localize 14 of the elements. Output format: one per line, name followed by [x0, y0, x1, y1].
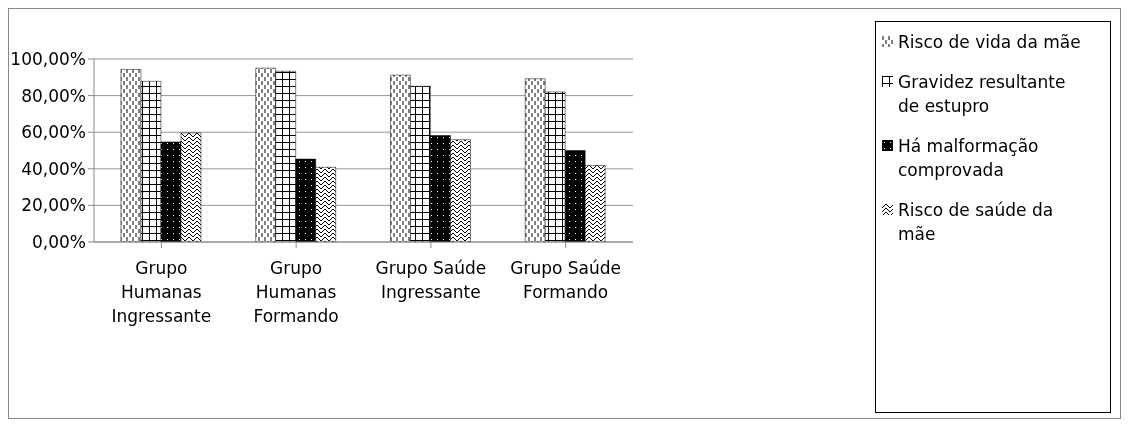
y-tick-label: 60,00%	[21, 122, 86, 143]
legend-label: Risco de vida da mãe	[898, 31, 1082, 54]
y-tick-label: 80,00%	[21, 85, 86, 106]
x-tick-label: Grupo Saúde Ingressante	[375, 258, 487, 302]
y-tick-label: 20,00%	[21, 195, 86, 216]
y-tick-label: 0,00%	[31, 232, 86, 253]
y-tick-label: 40,00%	[21, 158, 86, 179]
legend-label: Risco de saúde da mãe	[898, 199, 1055, 246]
legend-label: Gravidez resultante de estupro	[898, 71, 1067, 118]
legend-label: Há malformação comprovada	[898, 135, 1040, 182]
y-tick-label: 100,00%	[10, 49, 86, 70]
x-tick-label: Grupo Saúde Formando	[510, 258, 622, 302]
x-tick-label: Grupo Humanas Formando	[253, 258, 339, 326]
x-tick-label: Grupo Humanas Ingressante	[111, 258, 212, 326]
